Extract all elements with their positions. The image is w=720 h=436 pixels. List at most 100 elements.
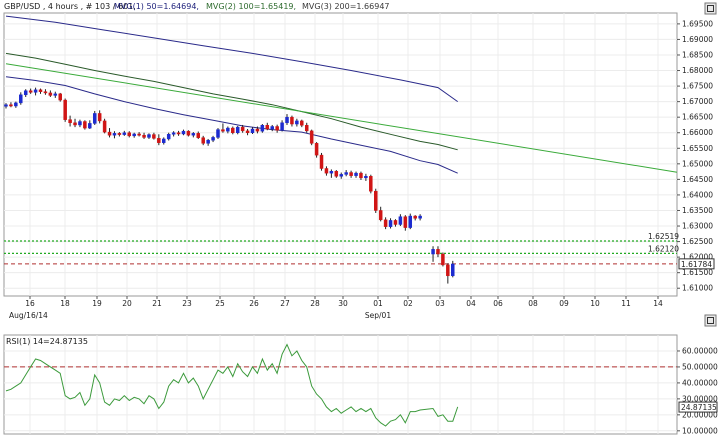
candle-body [176, 132, 181, 135]
maximize-button[interactable] [704, 2, 717, 15]
candle-body [117, 133, 122, 135]
mvg3-label: MVG(3) 200=1.66947 [302, 2, 390, 11]
price-tick-label: 1.65000 [682, 159, 713, 168]
candle-body [122, 132, 127, 135]
price-tick-label: 1.65500 [682, 144, 713, 153]
candle-body [378, 210, 383, 221]
ma100-line [5, 52, 458, 151]
price-tick-label: 1.62000 [682, 253, 713, 262]
candle-body [383, 219, 388, 227]
candle-body [344, 172, 348, 175]
candle-body [211, 137, 215, 141]
candle-body [201, 137, 205, 144]
candle-body [255, 128, 260, 132]
price-tick-label: 1.63000 [682, 222, 713, 231]
candle-body [216, 129, 220, 138]
candle-body [309, 130, 314, 144]
candle-body [137, 133, 141, 136]
candle-body [226, 127, 230, 132]
candle-body [290, 116, 294, 125]
time-tick-label: 25 [215, 299, 225, 308]
rsi-panel[interactable] [3, 334, 678, 435]
candle-body [235, 126, 240, 133]
candle-body [152, 134, 156, 139]
time-tick-label: 21 [152, 299, 162, 308]
time-tick-label: 09 [559, 299, 569, 308]
rsi-tick-label: 30.00000 [682, 394, 718, 403]
price-tick-label: 1.68500 [682, 50, 713, 59]
price-tick-label: 1.66500 [682, 113, 713, 122]
time-tick-label: 20 [122, 299, 132, 308]
candle-body [107, 131, 112, 136]
candle-body [324, 168, 329, 174]
current-price-label: 1.61784 [681, 260, 712, 269]
candle-body [78, 121, 82, 126]
time-tick-label: 14 [653, 299, 663, 308]
candle-body [451, 263, 455, 277]
candle-body [132, 133, 136, 137]
candle-body [374, 190, 378, 211]
price-tick-label: 1.69000 [682, 35, 713, 44]
time-axis: 16 18 19 20 21 23 25 26 27 28 30 01 02 03 04 06 08 09 10 11… [9, 296, 663, 320]
price-axis: 1.69500 1.69000 1.68500 1.68000 1.67500 1.670… [677, 19, 715, 293]
candle-body [43, 91, 48, 94]
maximize-icon [707, 5, 714, 12]
time-tick-label: 18 [60, 299, 70, 308]
price-tick-label: 1.61500 [682, 268, 713, 277]
time-tick-label: 19 [92, 299, 102, 308]
candle-body [221, 129, 225, 132]
candle-body [231, 127, 235, 133]
rsi-maximize-button[interactable] [704, 314, 717, 327]
price-tick-label: 1.61000 [682, 284, 713, 293]
rsi-header: RSI(1) 14=24.87135 [6, 337, 88, 346]
price-tick-label: 1.64500 [682, 175, 713, 184]
candle-body [58, 93, 62, 101]
symbol-label: GBP/USD , 4 hours , # 103 / 601, [4, 2, 136, 11]
candle-body [166, 134, 171, 140]
trendline [5, 63, 678, 173]
candle-body [364, 176, 368, 179]
candle-body [334, 171, 339, 177]
price-grid [4, 13, 677, 296]
candle-body [275, 126, 279, 131]
time-tick-label: 04 [466, 299, 476, 308]
candle-body [446, 264, 450, 277]
candle-body [260, 125, 265, 132]
rsi-current-badge [678, 401, 718, 413]
candle-body [63, 99, 67, 120]
candle-body [19, 94, 23, 104]
time-tick-label: 27 [280, 299, 290, 308]
candle-body [300, 120, 304, 126]
candle-body [92, 113, 97, 124]
candle-body [206, 139, 210, 144]
rsi-series [5, 343, 459, 427]
candlestick-series [4, 87, 455, 284]
rsi-line [5, 343, 459, 427]
support-level-label: 1.62120 [648, 244, 679, 253]
time-tick-label: 08 [528, 299, 538, 308]
candle-body [339, 174, 343, 177]
candle-body [265, 125, 270, 130]
price-tick-label: 1.63500 [682, 206, 713, 215]
price-tick-label: 1.69500 [682, 19, 713, 28]
time-tick-label: 03 [435, 299, 445, 308]
rsi-current-label: 24.87135 [681, 403, 717, 412]
rsi-axis: 60.00000 50.00000 40.00000 30.00000 20.00000… [677, 346, 718, 435]
time-tick-label: 23 [182, 299, 192, 308]
candle-body [418, 215, 422, 219]
chart-header: GBP/USD , 4 hours , # 103 / 601, MVG(1) … [4, 2, 390, 11]
candle-body [441, 253, 445, 266]
candle-body [147, 134, 151, 138]
candle-body [388, 220, 393, 227]
time-tick-label: 06 [493, 299, 503, 308]
candle-body [142, 134, 146, 138]
price-tick-label: 1.68000 [682, 66, 713, 75]
candle-body [33, 89, 38, 93]
support-level-label: 1.62519 [648, 232, 679, 241]
candle-body [295, 120, 299, 125]
candle-body [398, 216, 403, 225]
candle-body [403, 216, 408, 228]
rsi-tick-label: 60.00000 [682, 346, 718, 355]
candle-body [245, 130, 250, 133]
candle-body [354, 172, 358, 176]
